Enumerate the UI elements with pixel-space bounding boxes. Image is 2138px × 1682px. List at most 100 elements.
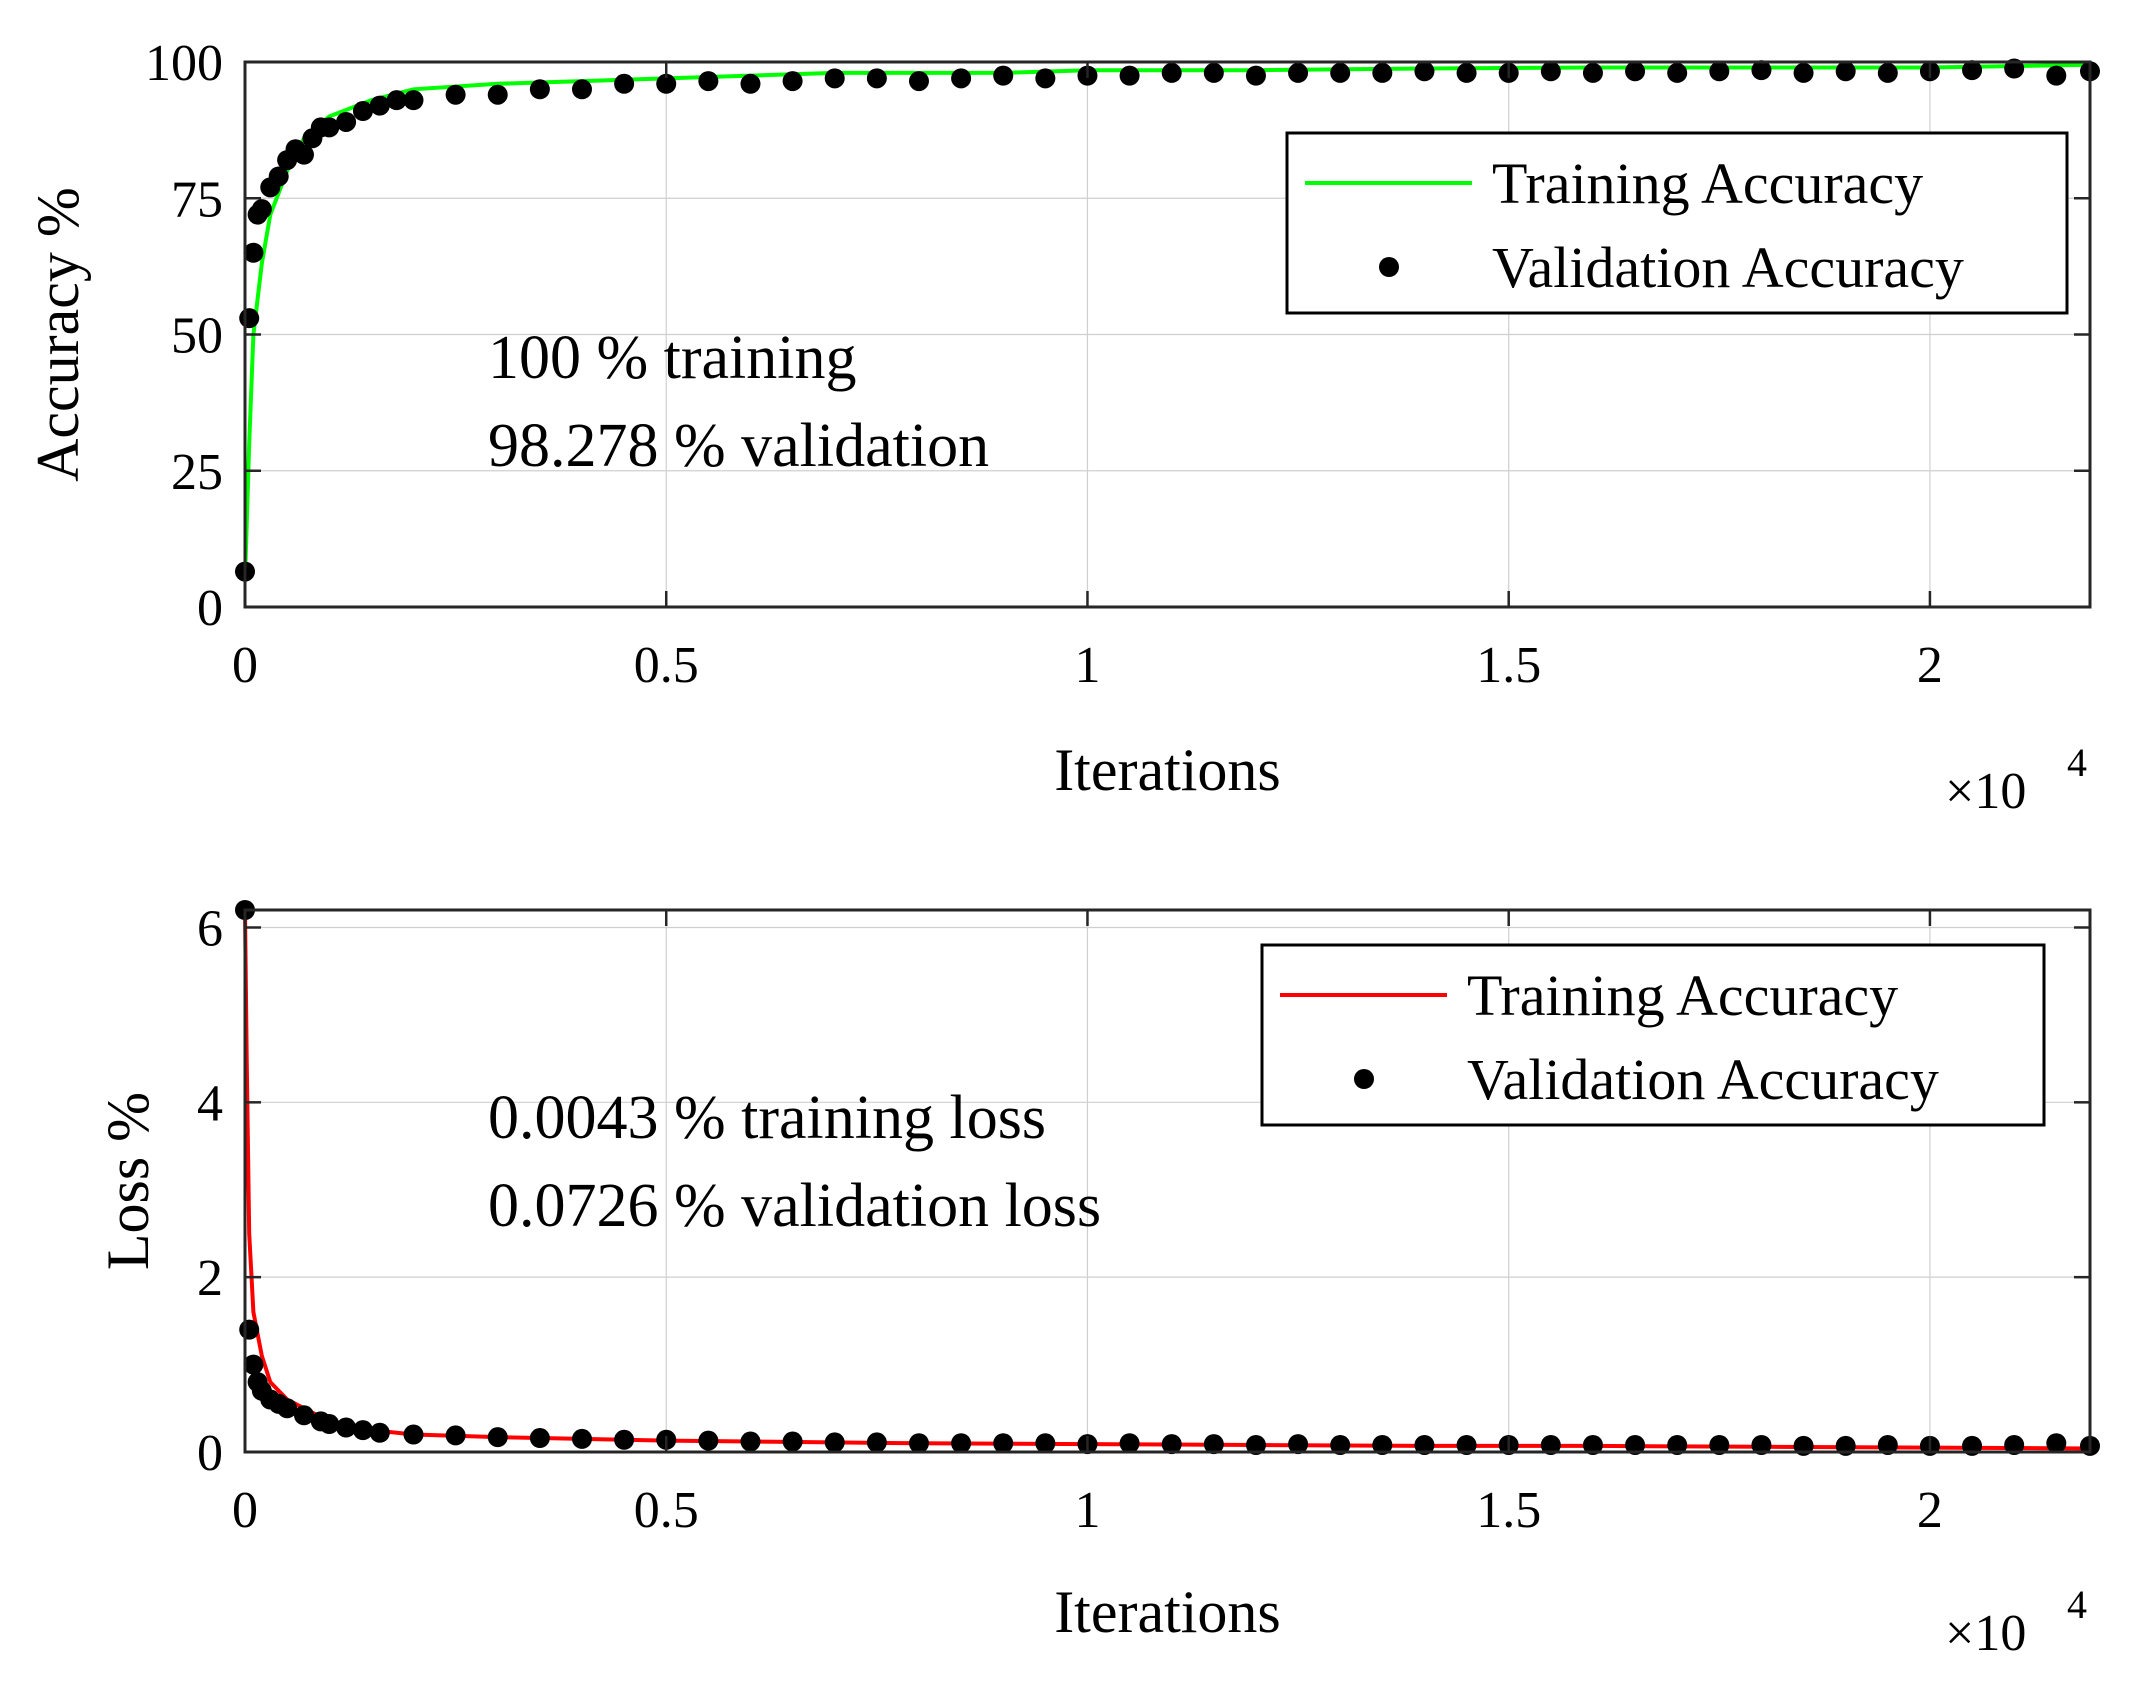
loss-x-tick-label: 1 xyxy=(1074,1482,1100,1539)
accuracy-y-tick-label: 75 xyxy=(171,171,223,228)
loss-validation-point xyxy=(1203,1434,1224,1455)
accuracy-validation-point xyxy=(386,90,407,111)
accuracy-validation-point xyxy=(1372,62,1393,83)
accuracy-validation-point xyxy=(1456,62,1477,83)
accuracy-validation-point xyxy=(243,242,264,263)
accuracy-x-tick-label: 2 xyxy=(1917,637,1943,694)
accuracy-annotation-line: 98.278 % validation xyxy=(488,412,989,480)
accuracy-validation-point xyxy=(2046,65,2067,86)
loss-validation-point xyxy=(2004,1435,2025,1456)
accuracy-validation-point xyxy=(529,79,550,100)
loss-axes-box xyxy=(243,908,2092,1454)
accuracy-validation-point xyxy=(824,68,845,89)
loss-validation-point xyxy=(571,1428,592,1449)
loss-validation-point xyxy=(369,1422,390,1443)
loss-validation-point xyxy=(824,1432,845,1453)
accuracy-validation-point xyxy=(614,73,635,94)
loss-validation-point xyxy=(487,1427,508,1448)
accuracy-validation-point xyxy=(1625,61,1646,82)
accuracy-validation-point xyxy=(336,111,357,132)
loss-validation-point xyxy=(1582,1435,1603,1456)
loss-validation-point xyxy=(1119,1433,1140,1454)
loss-validation-point xyxy=(740,1431,761,1452)
loss-validation-point xyxy=(529,1428,550,1449)
accuracy-validation-point xyxy=(1751,60,1772,81)
accuracy-validation-point xyxy=(1667,62,1688,83)
loss-validation-point xyxy=(908,1433,929,1454)
accuracy-x-tick-label: 0 xyxy=(232,637,258,694)
accuracy-validation-point xyxy=(656,73,677,94)
loss-validation-point xyxy=(239,1319,260,1340)
loss-validation-point xyxy=(277,1398,298,1419)
accuracy-validation-point xyxy=(1288,62,1309,83)
loss-validation-point xyxy=(1456,1435,1477,1456)
loss-validation-point xyxy=(1288,1434,1309,1455)
accuracy-validation-point xyxy=(445,84,466,105)
accuracy-validation-point xyxy=(239,308,260,329)
accuracy-validation-point xyxy=(1330,62,1351,83)
accuracy-validation-point xyxy=(1540,61,1561,82)
accuracy-validation-point xyxy=(698,71,719,92)
accuracy-validation-point xyxy=(352,101,373,122)
accuracy-y-tick-label: 50 xyxy=(171,308,223,365)
accuracy-validation-point xyxy=(1709,61,1730,82)
loss-x-tick-label: 1.5 xyxy=(1476,1482,1541,1539)
loss-validation-point xyxy=(1540,1435,1561,1456)
accuracy-x-tick-label: 0.5 xyxy=(634,637,699,694)
accuracy-x-axis-label: Iterations xyxy=(1054,737,1281,803)
accuracy-validation-point xyxy=(1245,65,1266,86)
accuracy-legend-label: Validation Accuracy xyxy=(1492,235,1964,300)
accuracy-validation-point xyxy=(1793,62,1814,83)
loss-chart: 0 0.5 1 1.5 2 0 2 4 6 Iterations Loss % ×10 4 0.0043 … xyxy=(95,900,2100,1662)
accuracy-legend-box xyxy=(1285,131,2069,315)
accuracy-validation-point xyxy=(1161,62,1182,83)
loss-validation-point xyxy=(614,1429,635,1450)
loss-validation-point xyxy=(1877,1435,1898,1456)
loss-x-multiplier-exponent: 4 xyxy=(2067,1582,2087,1627)
accuracy-validation-point xyxy=(1203,62,1224,83)
loss-validation-point xyxy=(1667,1435,1688,1456)
loss-y-tick-label: 2 xyxy=(197,1250,223,1307)
loss-validation-point xyxy=(993,1433,1014,1454)
loss-validation-point xyxy=(782,1431,803,1452)
loss-y-tick-label: 0 xyxy=(197,1425,223,1482)
accuracy-validation-point xyxy=(1119,65,1140,86)
accuracy-validation-point xyxy=(866,68,887,89)
accuracy-validation-point xyxy=(293,144,314,165)
accuracy-validation-point xyxy=(908,71,929,92)
loss-x-tick-label: 0 xyxy=(232,1482,258,1539)
loss-validation-point xyxy=(1751,1435,1772,1456)
loss-legend-label: Validation Accuracy xyxy=(1467,1047,1939,1112)
loss-x-axis-label: Iterations xyxy=(1054,1579,1281,1645)
loss-legend-marker-swatch xyxy=(1354,1069,1374,1089)
accuracy-legend-label: Training Accuracy xyxy=(1492,151,1923,216)
accuracy-validation-point xyxy=(782,71,803,92)
accuracy-validation-point xyxy=(1414,61,1435,82)
accuracy-y-tick-label: 25 xyxy=(171,444,223,501)
loss-validation-point xyxy=(1035,1433,1056,1454)
loss-annotation-line: 0.0043 % training loss xyxy=(488,1084,1046,1152)
accuracy-x-multiplier: ×10 xyxy=(1945,763,2026,820)
loss-validation-point xyxy=(2046,1433,2067,1454)
loss-legend-box xyxy=(1260,943,2046,1127)
accuracy-y-axis-label: Accuracy % xyxy=(25,187,91,482)
accuracy-validation-point xyxy=(487,84,508,105)
accuracy-chart: 0 0.5 1 1.5 2 0 25 50 75 100 Iterations Accuracy % ×… xyxy=(25,35,2100,820)
accuracy-validation-point xyxy=(1582,62,1603,83)
loss-y-tick-label: 4 xyxy=(197,1075,223,1132)
loss-legend-label: Training Accuracy xyxy=(1467,963,1898,1028)
loss-validation-point xyxy=(1414,1435,1435,1456)
loss-validation-point xyxy=(1245,1435,1266,1456)
loss-validation-point xyxy=(1625,1435,1646,1456)
loss-validation-point xyxy=(951,1433,972,1454)
loss-y-tick-label: 6 xyxy=(197,900,223,957)
loss-validation-point xyxy=(1161,1434,1182,1455)
loss-x-tick-label: 0.5 xyxy=(634,1482,699,1539)
loss-validation-point xyxy=(336,1417,357,1438)
loss-validation-point xyxy=(1709,1435,1730,1456)
accuracy-validation-point xyxy=(1035,68,1056,89)
accuracy-legend-marker-swatch xyxy=(1379,257,1399,277)
accuracy-validation-point xyxy=(2004,58,2025,79)
accuracy-validation-point xyxy=(251,199,272,220)
